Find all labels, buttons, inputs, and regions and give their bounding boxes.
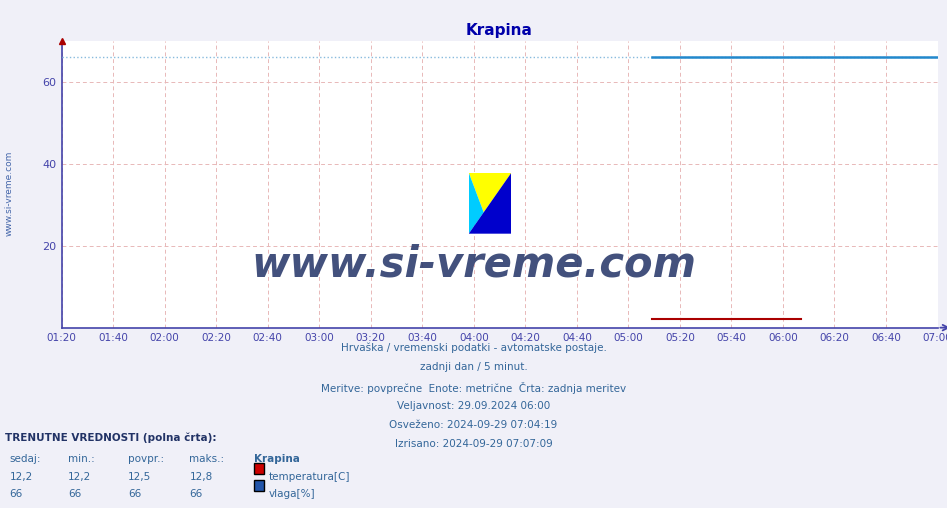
Text: zadnji dan / 5 minut.: zadnji dan / 5 minut.: [420, 362, 527, 372]
Text: 12,2: 12,2: [9, 472, 33, 482]
Text: Meritve: povprečne  Enote: metrične  Črta: zadnja meritev: Meritve: povprečne Enote: metrične Črta:…: [321, 382, 626, 394]
Text: vlaga[%]: vlaga[%]: [269, 489, 315, 499]
Text: Hrvaška / vremenski podatki - avtomatske postaje.: Hrvaška / vremenski podatki - avtomatske…: [341, 343, 606, 354]
Text: temperatura[C]: temperatura[C]: [269, 472, 350, 482]
Text: 66: 66: [68, 489, 81, 499]
Text: 66: 66: [189, 489, 203, 499]
Title: Krapina: Krapina: [466, 23, 533, 38]
Text: Veljavnost: 29.09.2024 06:00: Veljavnost: 29.09.2024 06:00: [397, 401, 550, 411]
Text: povpr.:: povpr.:: [128, 454, 164, 464]
Polygon shape: [469, 173, 511, 212]
Polygon shape: [469, 173, 484, 234]
Text: Krapina: Krapina: [254, 454, 299, 464]
Text: 12,5: 12,5: [128, 472, 152, 482]
Text: www.si-vreme.com: www.si-vreme.com: [251, 243, 696, 285]
Text: 66: 66: [128, 489, 141, 499]
Text: 66: 66: [9, 489, 23, 499]
Text: 12,2: 12,2: [68, 472, 92, 482]
Text: TRENUTNE VREDNOSTI (polna črta):: TRENUTNE VREDNOSTI (polna črta):: [5, 433, 216, 443]
Text: maks.:: maks.:: [189, 454, 224, 464]
Text: 12,8: 12,8: [189, 472, 213, 482]
Text: min.:: min.:: [68, 454, 95, 464]
Text: www.si-vreme.com: www.si-vreme.com: [5, 150, 14, 236]
Text: Osveženo: 2024-09-29 07:04:19: Osveženo: 2024-09-29 07:04:19: [389, 420, 558, 430]
Text: Izrisano: 2024-09-29 07:07:09: Izrisano: 2024-09-29 07:07:09: [395, 439, 552, 450]
Polygon shape: [469, 173, 511, 234]
Text: sedaj:: sedaj:: [9, 454, 41, 464]
